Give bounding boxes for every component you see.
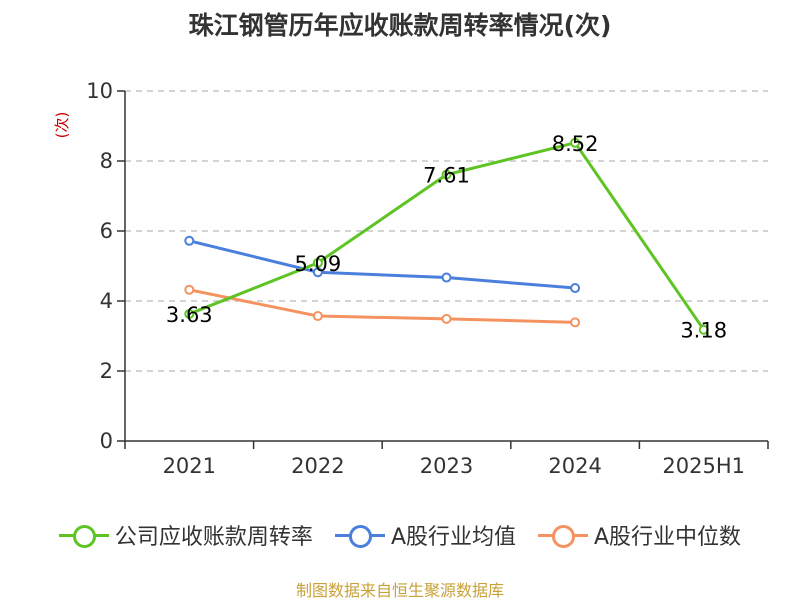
y-tick-label: 6 <box>100 219 113 243</box>
legend-swatch-icon <box>58 523 109 548</box>
axes: 0 2 4 6 8 10 2021 2022 2023 2024 2025H1 <box>86 79 769 478</box>
data-label: 3.63 <box>166 303 213 327</box>
data-point-2 <box>570 283 581 294</box>
legend-item-3[interactable]: A股行业中位数 <box>538 519 741 551</box>
legend-swatch-icon <box>334 523 385 548</box>
data-point-1 <box>441 169 452 180</box>
legend-item-1[interactable]: 公司应收账款周转率 <box>58 519 313 551</box>
data-point-3 <box>441 313 452 324</box>
legend-label: A股行业均值 <box>390 525 516 550</box>
y-tick-label: 8 <box>100 149 113 173</box>
y-tick-label: 2 <box>100 359 113 383</box>
source-note: 制图数据来自恒生聚源数据库 <box>295 581 504 600</box>
chart-title: 珠江钢管历年应收账款周转率情况(次) <box>188 11 612 40</box>
data-labels: 3.63 5.09 7.61 8.52 3.18 <box>166 132 727 343</box>
x-tick-label: 2022 <box>291 454 344 478</box>
data-point-1 <box>184 308 195 319</box>
legend-label: A股行业中位数 <box>594 525 742 550</box>
data-point-3 <box>570 317 581 328</box>
x-tick-label: 2024 <box>548 454 601 478</box>
grid-lines <box>125 90 768 372</box>
data-point-3 <box>312 311 323 322</box>
y-tick-label: 0 <box>100 429 113 453</box>
legend: 公司应收账款周转率 A股行业均值 A股行业中位数 <box>0 519 800 551</box>
data-label: 5.09 <box>295 252 342 276</box>
data-point-3 <box>184 284 195 295</box>
legend-item-2[interactable]: A股行业均值 <box>334 519 516 551</box>
series-line-3 <box>189 288 576 324</box>
data-point-1 <box>312 257 323 268</box>
data-point-1 <box>570 137 581 148</box>
data-point-1 <box>698 324 709 335</box>
series-line-2 <box>188 239 576 290</box>
legend-swatch-icon <box>538 523 588 548</box>
data-label: 7.61 <box>423 164 470 188</box>
x-tick-label: 2025H1 <box>662 454 745 478</box>
data-label: 8.52 <box>552 132 599 156</box>
x-tick-label: 2023 <box>420 454 473 478</box>
legend-label: 公司应收账款周转率 <box>114 525 313 550</box>
y-axis-label: (次) <box>53 112 71 139</box>
series <box>184 137 709 335</box>
data-point-2 <box>312 267 323 278</box>
data-label: 3.18 <box>680 319 727 343</box>
y-tick-label: 4 <box>100 289 113 313</box>
y-tick-label: 10 <box>86 79 113 103</box>
data-point-2 <box>184 235 195 246</box>
x-tick-label: 2021 <box>163 454 216 478</box>
data-point-2 <box>441 272 452 283</box>
